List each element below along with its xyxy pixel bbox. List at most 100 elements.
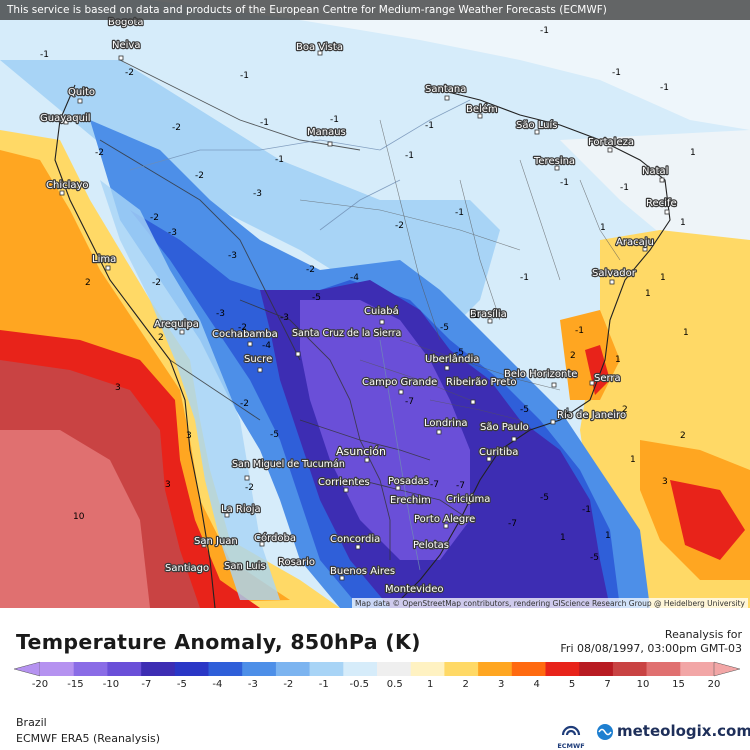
ecmwf-logo: ECMWF	[556, 722, 586, 750]
north-white-region	[150, 0, 750, 130]
legend-swatch	[107, 662, 142, 676]
city-sucre: Sucre	[243, 353, 273, 373]
svg-text:Rosario: Rosario	[278, 557, 315, 568]
contour-label: -4	[350, 273, 359, 283]
contour-label: -3	[216, 309, 225, 319]
contour-label: -3	[168, 228, 177, 238]
contour-label: -2	[150, 213, 159, 223]
city-natal: Natal	[641, 165, 670, 183]
city-brasilia: Brasília	[469, 307, 508, 324]
legend-tick-label: -1	[319, 679, 329, 690]
east-coast-red	[585, 345, 610, 395]
city-asuncion: Asunción	[335, 444, 387, 463]
contour-label: 3	[165, 480, 171, 490]
city-santana: Santana	[424, 83, 468, 101]
city-neiva: Neiva	[111, 39, 142, 61]
svg-text:Concordia: Concordia	[330, 534, 380, 545]
legend-swatch	[141, 662, 176, 676]
contour-label: -1	[240, 71, 249, 81]
ecmwf-logo-icon	[561, 725, 581, 736]
city-santiago: Santiago	[164, 562, 211, 575]
northeast-pale-region	[560, 130, 750, 260]
city-manaus: Manaus	[306, 126, 347, 147]
svg-text:Uberlândia: Uberlândia	[425, 353, 479, 365]
contour-label: -4	[262, 341, 271, 351]
legend-swatch	[646, 662, 681, 676]
contour-label: -2	[306, 265, 315, 275]
city-corrientes: Corrientes	[317, 476, 371, 493]
contour-label: -5	[440, 323, 449, 333]
contour-label: 2	[622, 405, 628, 415]
city-cochabamba: Cochabamba	[211, 328, 279, 347]
contour-label: -1	[540, 26, 549, 36]
svg-text:Montevideo: Montevideo	[385, 584, 443, 595]
contour-label: 1	[690, 148, 696, 158]
city-san-juan: San Juan	[193, 535, 239, 548]
contour-label: 2	[570, 351, 576, 361]
city-criciuma: Criciúma	[445, 492, 492, 506]
anomaly-map: Bogota Boa Vista Neiva Quito Guayaquil S…	[0, 0, 750, 608]
city-posadas: Posadas	[387, 475, 430, 491]
legend-swatch	[40, 662, 74, 676]
legend-tick-label: 3	[498, 679, 504, 690]
city-guayaquil: Guayaquil	[39, 112, 92, 125]
svg-text:Buenos Aires: Buenos Aires	[330, 566, 395, 577]
contour-label: -3	[280, 313, 289, 323]
city-uberlandia: Uberlândia	[424, 352, 481, 371]
rivers	[129, 99, 471, 571]
svg-text:Boa Vista: Boa Vista	[296, 42, 343, 53]
contour-label: -1	[260, 118, 269, 128]
svg-text:Córdoba: Córdoba	[254, 532, 296, 544]
svg-text:San Juan: San Juan	[194, 536, 238, 547]
legend-tick-label: -7	[141, 679, 151, 690]
city-londrina: Londrina	[423, 417, 469, 435]
city-fortaleza: Fortaleza	[587, 136, 635, 153]
svg-text:Erechim: Erechim	[390, 495, 431, 506]
map-area: Bogota Boa Vista Neiva Quito Guayaquil S…	[0, 0, 750, 608]
legend-swatch	[680, 662, 715, 676]
svg-text:Quito: Quito	[68, 87, 95, 98]
legend-tick-label: -4	[212, 679, 222, 690]
svg-text:Asunción: Asunción	[336, 445, 386, 458]
legend-swatch	[579, 662, 614, 676]
contour-label: -3	[228, 251, 237, 261]
svg-text:Salvador: Salvador	[592, 268, 637, 279]
city-rosario: Rosario	[277, 556, 316, 569]
valid-time-label: Fri 08/08/1997, 03:00pm GMT-03	[560, 642, 742, 655]
contour-label: 2	[680, 431, 686, 441]
city-porto-alegre: Porto Alegre	[413, 513, 476, 529]
legend-tick-label: -20	[32, 679, 48, 690]
svg-text:Rio de Janeiro: Rio de Janeiro	[557, 410, 626, 421]
legend-swatch	[545, 662, 580, 676]
run-type-label: Reanalysis for	[664, 628, 742, 641]
legend-tick-label: -3	[248, 679, 258, 690]
svg-text:Belém: Belém	[466, 103, 498, 115]
city-concordia: Concordia	[329, 533, 381, 550]
svg-text:Chiclayo: Chiclayo	[46, 180, 89, 191]
contour-label: -2	[195, 171, 204, 181]
city-san-miguel: San Miguel de Tucumán	[231, 458, 346, 481]
svg-text:La Rioja: La Rioja	[221, 504, 261, 515]
city-sao-paulo: São Paulo	[479, 421, 530, 442]
city-arequipa: Arequipa	[153, 318, 200, 335]
legend-swatch	[174, 662, 209, 676]
city-labels: Bogota Boa Vista Neiva Quito Guayaquil S…	[39, 16, 678, 596]
svg-text:Posadas: Posadas	[388, 476, 429, 487]
contour-label: 1	[605, 531, 611, 541]
contour-label: -1	[620, 183, 629, 193]
legend-swatch	[73, 662, 108, 676]
contour-label: -5	[270, 430, 279, 440]
legend-swatch	[208, 662, 243, 676]
city-belo-horizonte: Belo Horizonte	[503, 368, 579, 388]
svg-text:Porto Alegre: Porto Alegre	[414, 514, 475, 525]
city-cuiaba: Cuiabá	[363, 304, 400, 325]
valid-time-block: Reanalysis for Fri 08/08/1997, 03:00pm G…	[560, 628, 742, 656]
ecmwf-logo-text: ECMWF	[557, 742, 585, 750]
svg-text:Belo Horizonte: Belo Horizonte	[504, 369, 577, 380]
contour-label: -2	[125, 68, 134, 78]
contour-label: 1	[660, 273, 666, 283]
svg-text:Natal: Natal	[642, 166, 668, 177]
legend-swatch	[444, 662, 479, 676]
svg-text:Recife: Recife	[646, 198, 677, 209]
country-borders	[99, 59, 471, 560]
